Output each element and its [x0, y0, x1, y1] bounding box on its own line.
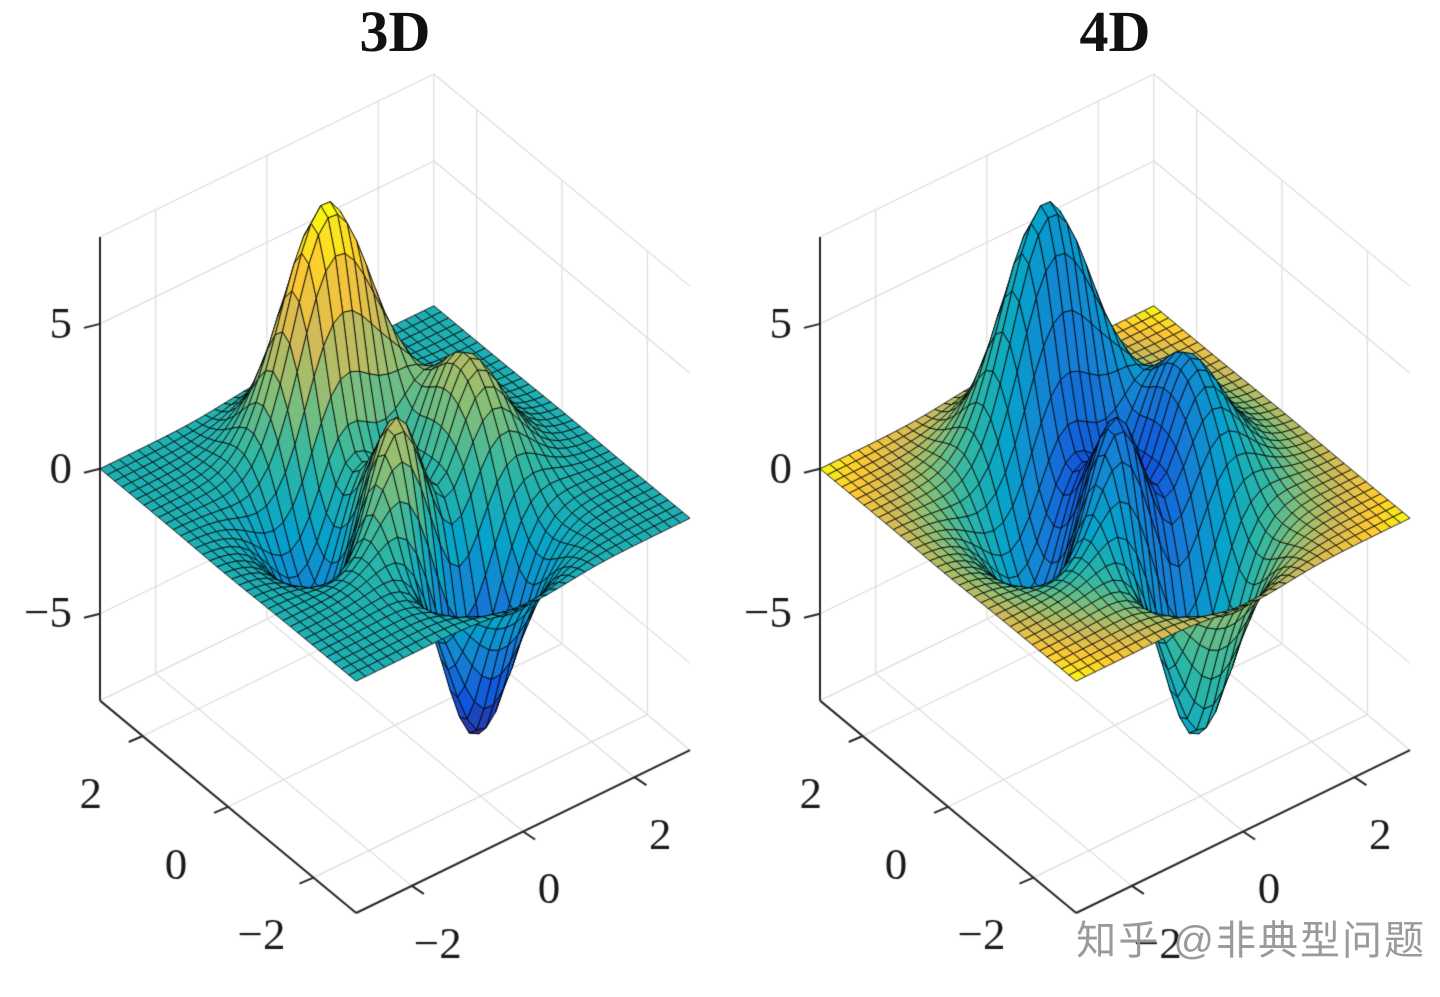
plot-title-4d: 4D — [1079, 0, 1151, 64]
surface-plot-3d-canvas — [0, 60, 720, 997]
plot-title-3d: 3D — [359, 0, 431, 64]
watermark-text: 知乎 @非典型问题 — [1076, 919, 1426, 963]
surface-plot-4d-canvas — [720, 60, 1440, 997]
